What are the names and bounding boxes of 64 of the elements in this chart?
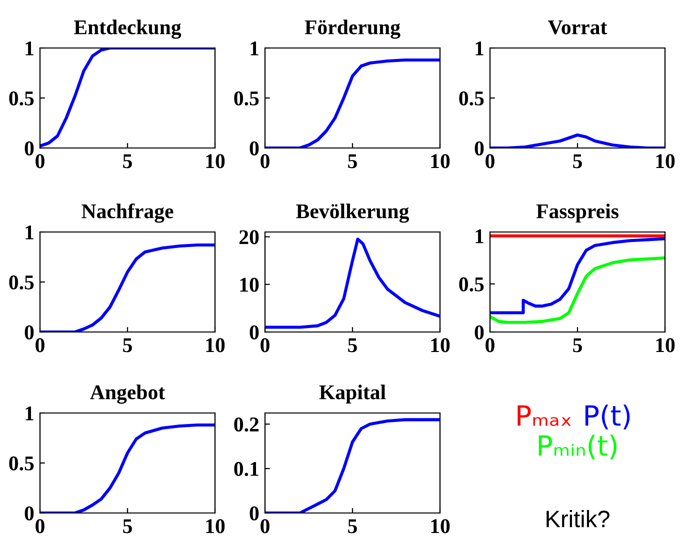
y-tick-label: 0.5 bbox=[459, 91, 484, 106]
x-tick-label: 10 bbox=[206, 154, 225, 168]
x-tick-label: 0 bbox=[36, 519, 44, 534]
y-tick-label: 20 bbox=[239, 230, 259, 244]
y-tick-label: 10 bbox=[240, 278, 259, 292]
line-series bbox=[40, 48, 215, 148]
y-tick-label: 0.5 bbox=[459, 277, 484, 292]
y-tick-label: 0.5 bbox=[9, 456, 34, 471]
x-tick-label: 10 bbox=[656, 154, 675, 168]
y-tick-label: 0.5 bbox=[234, 91, 259, 106]
y-tick-label: 0 bbox=[250, 141, 259, 156]
x-tick-label: 0 bbox=[486, 154, 494, 168]
y-tick-label: 0.2 bbox=[234, 417, 259, 432]
y-tick-label: 0 bbox=[24, 506, 34, 520]
x-tick-label: 0 bbox=[260, 519, 270, 534]
text: Pₘₐₓ bbox=[518, 405, 571, 426]
y-tick-label: 0.5 bbox=[9, 91, 34, 106]
chart-title: Bevölkerung bbox=[296, 204, 410, 223]
x-tick-label: 10 bbox=[431, 519, 450, 534]
y-tick-label: 0 bbox=[250, 325, 259, 340]
y-tick-label: 0 bbox=[250, 506, 259, 520]
x-tick-label: 0 bbox=[36, 338, 44, 352]
text: Pₘᵢₙ(t) bbox=[538, 434, 616, 460]
y-tick-label: 1 bbox=[26, 406, 34, 420]
text: Kritik? bbox=[546, 510, 610, 528]
chart-title: Entdeckung bbox=[74, 20, 182, 39]
x-tick-label: 10 bbox=[431, 338, 450, 352]
y-tick-label: 1 bbox=[26, 41, 34, 56]
y-tick-label: 0 bbox=[24, 325, 34, 340]
x-tick-label: 10 bbox=[206, 338, 225, 352]
x-tick-label: 0 bbox=[36, 154, 44, 168]
x-tick-label: 5 bbox=[573, 338, 582, 352]
x-tick-label: 5 bbox=[123, 154, 132, 168]
x-tick-label: 5 bbox=[348, 154, 357, 168]
x-tick-label: 0 bbox=[486, 338, 494, 352]
chart-title: Angebot bbox=[90, 384, 166, 404]
y-tick-label: 0 bbox=[24, 141, 34, 156]
chart-title: Fasspreis bbox=[536, 204, 618, 223]
y-tick-label: 0 bbox=[474, 325, 484, 340]
chart-title: Nachfrage bbox=[82, 203, 174, 223]
x-tick-label: 5 bbox=[123, 338, 132, 352]
y-tick-label: 1 bbox=[476, 41, 484, 56]
text: P(t) bbox=[585, 404, 630, 430]
x-tick-label: 0 bbox=[260, 338, 270, 352]
y-tick-label: 1 bbox=[250, 41, 258, 56]
y-tick-label: 0.1 bbox=[234, 462, 258, 476]
chart-title: Förderung bbox=[304, 20, 400, 39]
chart-title: Kapital bbox=[319, 384, 386, 404]
line-series bbox=[265, 238, 440, 329]
y-tick-label: 1 bbox=[26, 225, 34, 240]
x-tick-label: 10 bbox=[206, 519, 225, 534]
x-tick-label: 5 bbox=[123, 519, 132, 534]
x-tick-label: 10 bbox=[656, 338, 675, 352]
y-tick-label: 0.5 bbox=[9, 275, 34, 290]
x-tick-label: 5 bbox=[348, 338, 357, 352]
y-tick-label: 0 bbox=[474, 141, 484, 156]
x-tick-label: 5 bbox=[348, 519, 357, 534]
x-tick-label: 5 bbox=[573, 154, 582, 168]
x-tick-label: 0 bbox=[260, 154, 270, 168]
y-tick-label: 1 bbox=[476, 229, 484, 244]
line-series bbox=[490, 256, 665, 324]
x-tick-label: 10 bbox=[431, 154, 450, 168]
chart-title: Vorrat bbox=[548, 20, 608, 34]
line-series bbox=[490, 237, 665, 314]
